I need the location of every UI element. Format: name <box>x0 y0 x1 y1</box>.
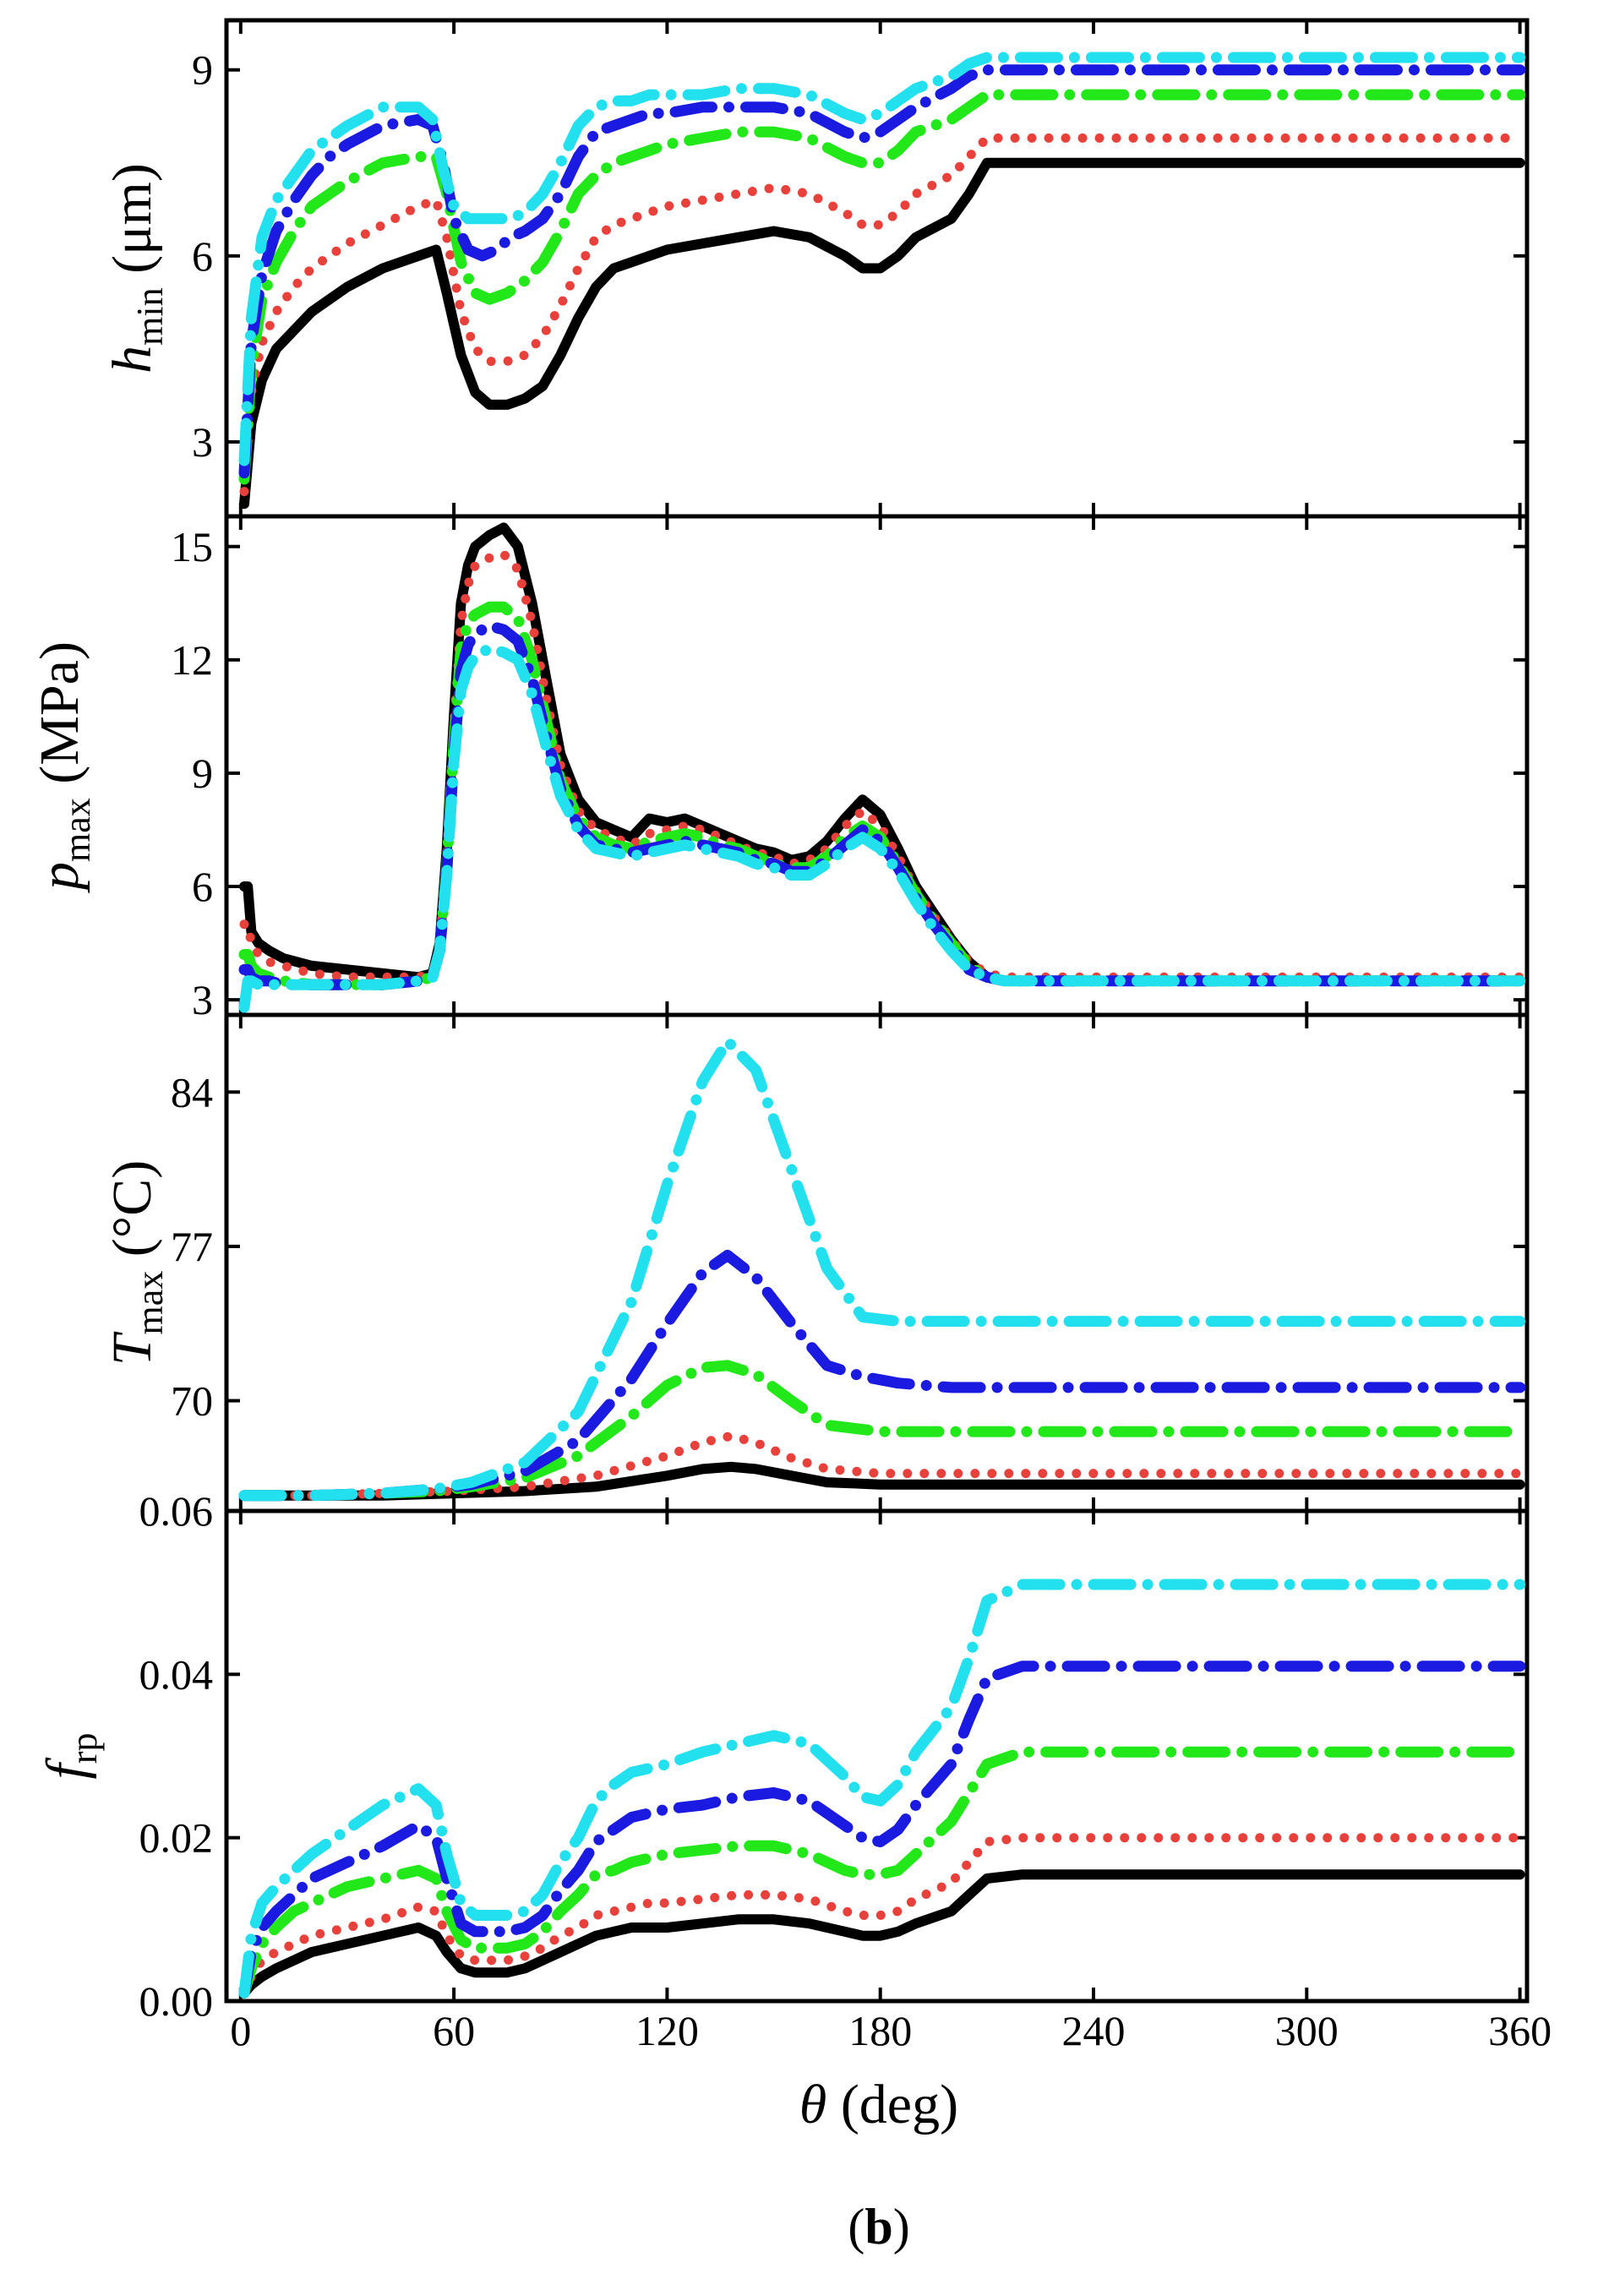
panel-pmax-series-s5 <box>238 642 1526 1013</box>
panel-pmax-ytick-label: 12 <box>171 636 213 684</box>
x-tick-label: 240 <box>1062 2007 1126 2054</box>
panel-pmax-frame <box>224 514 1530 1017</box>
panel-hmin-ticks <box>226 20 1527 516</box>
panel-pmax-ylabel-unit: (MPa) <box>29 641 90 798</box>
panel-pmax-series <box>238 522 1526 1013</box>
panel-frp: 0.00 0.02 0.04 0.06 frp <box>35 1487 1530 2025</box>
panel-tmax-ylabel-symbol: T <box>101 1331 163 1366</box>
panel-pmax-ticks <box>226 516 1527 1015</box>
panel-hmin-series <box>238 52 1526 510</box>
x-axis-title-unit: (deg) <box>826 2074 958 2135</box>
panel-tmax-ytick-label: 77 <box>171 1223 213 1270</box>
panel-hmin-ylabel: hmin (μm) <box>101 163 171 374</box>
panel-pmax-ylabel-subscript: max <box>57 798 98 862</box>
panel-tmax-ylabel-unit: (°C) <box>101 1160 163 1271</box>
panel-tmax-ylabel: Tmax (°C) <box>101 1160 171 1366</box>
panel-frp-series-s5 <box>238 1579 1526 1999</box>
panel-pmax: 3 6 9 12 15 pmax (MPa) <box>29 514 1530 1023</box>
panel-frp-series-s3 <box>238 1746 1526 1999</box>
panel-hmin-series-s2 <box>239 133 1525 497</box>
panel-hmin-series-s1 <box>239 157 1525 510</box>
panel-tmax-series-s4 <box>238 1249 1526 1502</box>
panel-tmax-ytick-label: 70 <box>171 1377 213 1425</box>
panel-frp-ytick-label: 0.00 <box>139 1977 214 2025</box>
panel-hmin-series-s5 <box>238 52 1526 466</box>
panel-hmin-ytick-label: 3 <box>192 418 213 466</box>
panel-pmax-series-s3 <box>238 601 1526 990</box>
panel-frp-ytick-label: 0.04 <box>139 1650 214 1698</box>
panel-tmax-series <box>238 1035 1526 1502</box>
panel-pmax-ytick-label: 6 <box>192 863 213 910</box>
panel-tmax-series-s2 <box>239 1431 1525 1501</box>
caption-open: ( <box>848 2199 864 2255</box>
x-axis-title-symbol: θ <box>799 2074 826 2135</box>
panel-frp-series-s1 <box>239 1869 1525 1999</box>
panel-hmin-ytick-label: 6 <box>192 232 213 280</box>
panel-hmin-series-s3 <box>238 89 1526 485</box>
panel-pmax-series-s2 <box>239 549 1525 982</box>
panel-tmax-ytick-label: 84 <box>171 1068 213 1115</box>
panel-frp-frame <box>224 1508 1530 2004</box>
caption-close: ) <box>893 2199 910 2255</box>
panel-hmin-ylabel-unit: (μm) <box>101 163 163 287</box>
panel-tmax: 70 77 84 Tmax (°C) <box>101 1012 1530 1513</box>
panel-frp-ytick-label: 0.02 <box>139 1814 214 1862</box>
x-tick-label: 0 <box>230 2007 251 2054</box>
caption-letter: b <box>864 2199 892 2255</box>
x-tick-label: 360 <box>1488 2007 1552 2054</box>
panel-frp-ylabel-subscript: rp <box>63 1733 105 1764</box>
x-axis-title: θ (deg) <box>799 2074 958 2135</box>
x-tick-label: 180 <box>848 2007 912 2054</box>
panel-pmax-ytick-label: 9 <box>192 750 213 797</box>
panel-tmax-ticks <box>226 1015 1527 1511</box>
x-tick-label: 300 <box>1275 2007 1339 2054</box>
panel-pmax-ylabel: pmax (MPa) <box>29 641 98 893</box>
x-tick-labels: 0 60 120 180 240 300 360 <box>230 2007 1552 2054</box>
panel-hmin-ytick-label: 9 <box>192 46 213 94</box>
panel-pmax-series-s1 <box>239 522 1525 986</box>
figure-caption: (b) <box>848 2199 909 2255</box>
panel-frp-ticks <box>226 1509 1527 2003</box>
panel-tmax-ytick-labels: 70 77 84 <box>171 1068 213 1424</box>
panel-pmax-ytick-label: 3 <box>192 976 213 1023</box>
panel-pmax-ytick-label: 15 <box>171 523 213 570</box>
panel-frp-ylabel: frp <box>35 1733 105 1780</box>
panel-hmin-ylabel-subscript: min <box>129 287 171 345</box>
panel-frp-series <box>238 1579 1526 1999</box>
panel-frp-ytick-label: 0.06 <box>139 1487 214 1535</box>
panel-hmin: 3 6 9 hmin (μm) <box>101 18 1530 519</box>
panel-frp-series-s4 <box>238 1661 1526 1999</box>
panel-frp-series-s2 <box>239 1833 1525 1998</box>
panel-pmax-ytick-labels: 3 6 9 12 15 <box>171 523 213 1023</box>
panel-hmin-ytick-labels: 3 6 9 <box>192 46 213 466</box>
panel-tmax-ylabel-subscript: max <box>129 1271 171 1335</box>
panel-pmax-ylabel-symbol: p <box>29 862 90 893</box>
panel-tmax-series-s5 <box>238 1035 1526 1502</box>
x-tick-label: 120 <box>635 2007 699 2054</box>
x-tick-label: 60 <box>433 2007 475 2054</box>
panel-hmin-series-s4 <box>238 64 1526 479</box>
panel-hmin-ylabel-symbol: h <box>101 346 163 374</box>
panel-frp-ytick-labels: 0.00 0.02 0.04 0.06 <box>139 1487 214 2025</box>
